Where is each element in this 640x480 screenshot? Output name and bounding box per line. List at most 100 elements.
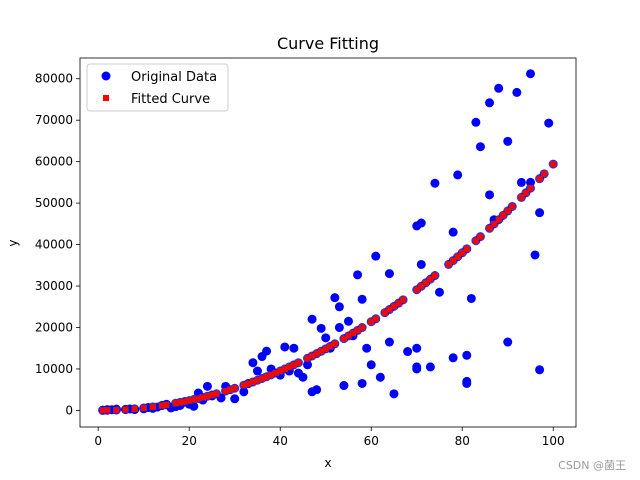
original-data-point bbox=[384, 269, 394, 279]
original-data-point bbox=[384, 337, 394, 347]
original-data-point bbox=[416, 218, 426, 228]
original-data-point bbox=[339, 381, 349, 391]
original-data-point bbox=[303, 360, 313, 370]
original-data-point bbox=[412, 364, 422, 374]
fitted-curve-point bbox=[413, 286, 420, 293]
fitted-curve-point bbox=[213, 390, 220, 397]
fitted-curve-point bbox=[504, 207, 511, 215]
original-data-point bbox=[485, 98, 495, 108]
original-data-point bbox=[503, 136, 513, 146]
y-tick-label: 20000 bbox=[35, 320, 73, 334]
x-tick-label: 60 bbox=[364, 434, 379, 448]
x-tick-label: 40 bbox=[273, 434, 288, 448]
legend-marker-fitted bbox=[103, 95, 109, 101]
fitted-curve-point bbox=[477, 233, 484, 240]
plot-area: 0 20 40 60 80 100 0 10000 20000 30000 40000 50000 60… bbox=[35, 57, 577, 448]
x-tick-label: 100 bbox=[542, 434, 565, 448]
fitted-curve-point bbox=[550, 160, 557, 168]
fitted-curve-point bbox=[395, 299, 402, 307]
fitted-curve-point bbox=[386, 306, 393, 313]
original-data-point bbox=[512, 87, 522, 97]
fitted-curve-point bbox=[113, 406, 120, 414]
original-data-point bbox=[343, 316, 353, 326]
fitted-curve-point bbox=[445, 261, 452, 268]
fitted-curve-point bbox=[231, 385, 238, 392]
original-data-point bbox=[289, 343, 299, 353]
original-data-point bbox=[362, 343, 372, 353]
fitted-curve-point bbox=[131, 405, 138, 412]
fitted-curve-point bbox=[522, 189, 530, 196]
fitted-curve-point bbox=[295, 359, 302, 366]
fitted-curve-point bbox=[459, 249, 466, 256]
fitted-curve-point bbox=[149, 403, 156, 411]
x-tick-label: 0 bbox=[94, 434, 102, 448]
fitted-curve-point bbox=[399, 296, 407, 304]
original-data-point bbox=[430, 178, 440, 188]
fitted-curve-point bbox=[140, 404, 147, 412]
fitted-curve-point bbox=[122, 406, 129, 413]
fitted-curve-point bbox=[431, 272, 439, 279]
fitted-curve-point bbox=[495, 216, 502, 223]
original-data-point bbox=[403, 347, 413, 357]
legend: Original Data Fitted Curve bbox=[86, 63, 229, 112]
watermark: CSDN @菌王 bbox=[558, 459, 626, 472]
legend-label-fitted: Fitted Curve bbox=[131, 92, 210, 107]
original-data-point bbox=[525, 69, 535, 79]
fitted-curve-point bbox=[427, 276, 434, 283]
original-data-point bbox=[530, 250, 540, 260]
chart-title: Curve Fitting bbox=[277, 34, 379, 53]
original-data-point bbox=[252, 366, 262, 376]
x-tick-label: 80 bbox=[455, 434, 470, 448]
original-data-point bbox=[416, 259, 426, 269]
original-data-point bbox=[357, 294, 367, 304]
original-data-point bbox=[366, 360, 376, 370]
fitted-curve-point bbox=[490, 220, 498, 228]
y-tick-label: 0 bbox=[65, 403, 73, 417]
original-data-point bbox=[334, 302, 344, 312]
original-data-point bbox=[535, 208, 545, 218]
fitted-curve-point bbox=[104, 407, 111, 414]
fitted-curve-point bbox=[358, 324, 366, 331]
original-data-point bbox=[230, 394, 240, 404]
fitted-curve-point bbox=[500, 212, 507, 219]
original-data-point bbox=[412, 343, 422, 353]
original-data-point bbox=[471, 117, 481, 127]
fitted-curve-point bbox=[486, 225, 493, 232]
original-data-point bbox=[375, 372, 385, 382]
y-tick-label: 10000 bbox=[35, 362, 73, 376]
original-data-point bbox=[321, 333, 331, 343]
original-data-point bbox=[466, 293, 476, 303]
original-data-point bbox=[425, 362, 435, 372]
original-data-point bbox=[389, 389, 399, 399]
fitted-curve-point bbox=[518, 194, 525, 201]
fitted-curve-point bbox=[331, 340, 338, 347]
fitted-curve-point bbox=[536, 175, 543, 182]
fitted-curve-point bbox=[449, 257, 457, 264]
y-axis-label: y bbox=[6, 239, 20, 246]
original-data-point bbox=[371, 251, 381, 261]
x-axis-label: x bbox=[324, 456, 331, 470]
original-data-point bbox=[434, 287, 444, 297]
original-data-point bbox=[475, 142, 485, 152]
fitted-curve-point bbox=[163, 401, 170, 409]
original-data-point bbox=[357, 378, 367, 388]
original-data-point bbox=[535, 365, 545, 375]
y-tick-label: 60000 bbox=[35, 155, 73, 169]
original-data-point bbox=[448, 227, 458, 237]
legend-marker-original bbox=[101, 71, 111, 81]
fitted-curve-point bbox=[472, 237, 480, 244]
original-data-point bbox=[353, 270, 363, 280]
original-data-point bbox=[494, 83, 504, 93]
y-tick-label: 50000 bbox=[35, 196, 73, 210]
original-data-point bbox=[298, 372, 308, 382]
x-tick-label: 20 bbox=[182, 434, 197, 448]
axes-frame bbox=[79, 57, 577, 428]
original-data-point bbox=[307, 314, 317, 324]
fitted-curve-point bbox=[463, 245, 470, 252]
fitted-curve-point bbox=[527, 184, 534, 192]
original-data-point bbox=[503, 337, 513, 347]
original-data-point bbox=[448, 353, 458, 363]
original-data-point bbox=[262, 346, 272, 356]
original-data-point bbox=[330, 293, 340, 303]
